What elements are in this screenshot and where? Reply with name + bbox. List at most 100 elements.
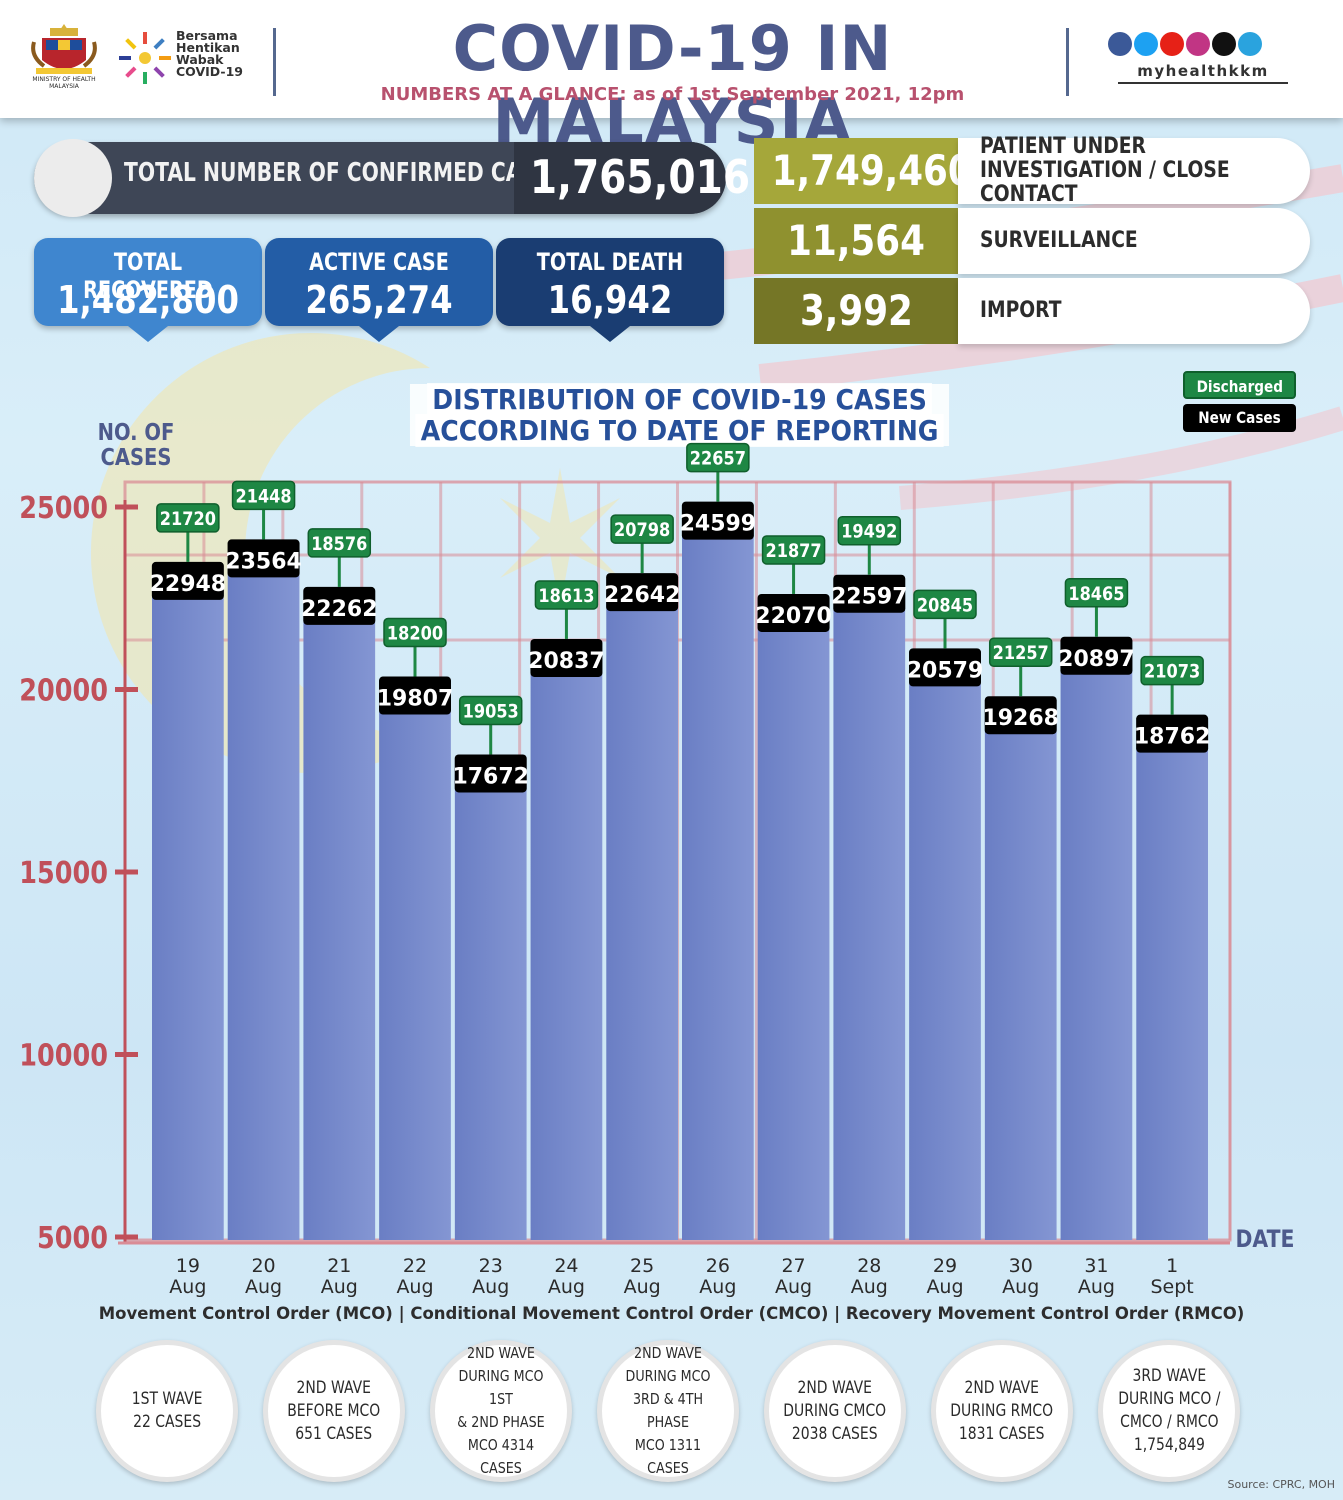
new-cases-label-bg xyxy=(530,638,603,677)
category-label: PATIENT UNDER INVESTIGATION / CLOSE CONT… xyxy=(980,134,1230,207)
bar-new-cases xyxy=(682,521,754,1240)
category-row-import: 3,992 IMPORT xyxy=(754,278,1310,344)
twitter-icon[interactable] xyxy=(1134,32,1158,56)
youtube-icon[interactable] xyxy=(1160,32,1184,56)
discharged-label-bg xyxy=(837,515,902,546)
chart-title: DISTRIBUTION OF COVID-19 CASES ACCORDING … xyxy=(340,383,1020,447)
discharged-label-bg xyxy=(534,580,599,610)
ministry-caption: MINISTRY OF HEALTH MALAYSIA xyxy=(32,76,96,90)
discharged-label: 21257 xyxy=(993,643,1049,665)
x-tick-label: Aug xyxy=(245,1276,282,1298)
discharged-label: 21448 xyxy=(235,486,291,508)
discharged-label-bg xyxy=(761,535,826,565)
new-cases-label: 19268 xyxy=(982,706,1059,731)
bar-new-cases xyxy=(1060,656,1133,1240)
header-divider-right xyxy=(1066,28,1069,96)
new-cases-label-bg xyxy=(379,676,451,715)
y-axis-label: NO. OF xyxy=(98,420,175,447)
category-value: 11,564 xyxy=(754,208,958,274)
y-tick-label: 25000 xyxy=(19,490,108,526)
bar-new-cases xyxy=(606,593,678,1240)
x-tick-label: 29 xyxy=(933,1255,957,1277)
new-cases-label-bg xyxy=(984,696,1057,735)
wave-circle: 2ND WAVE DURING MCO 1ST & 2ND PHASE MCO … xyxy=(430,1340,572,1482)
x-tick-label: 28 xyxy=(857,1255,881,1277)
x-tick-label: 23 xyxy=(479,1255,503,1277)
wave-text: 2ND WAVE BEFORE MCO 651 CASES xyxy=(287,1377,381,1444)
y-axis-label: CASES xyxy=(101,445,172,472)
recovered-pointer xyxy=(128,326,168,342)
x-tick-label: 1 xyxy=(1166,1255,1178,1277)
category-label-box: SURVEILLANCE xyxy=(958,208,1310,274)
new-cases-label: 24599 xyxy=(680,512,757,537)
x-tick-label: Aug xyxy=(321,1276,358,1298)
new-cases-label: 22948 xyxy=(150,572,227,597)
active-pointer xyxy=(359,326,399,342)
category-label-box: PATIENT UNDER INVESTIGATION / CLOSE CONT… xyxy=(958,134,1310,207)
x-tick-label: 31 xyxy=(1084,1255,1108,1277)
confirmed-cases-card: TOTAL NUMBER OF CONFIRMED CASES 1,765,01… xyxy=(34,139,750,217)
y-tick-label: 10000 xyxy=(19,1037,108,1073)
recovered-label: TOTAL RECOVERED xyxy=(83,248,213,304)
bar-new-cases xyxy=(833,594,906,1240)
new-cases-label-bg xyxy=(833,574,906,613)
discharged-label-bg xyxy=(686,442,750,473)
bar-new-cases xyxy=(303,606,376,1240)
discharged-label-bg xyxy=(1140,655,1204,686)
bar-new-cases xyxy=(152,581,224,1240)
x-tick-label: 24 xyxy=(554,1255,578,1277)
x-tick-label: 26 xyxy=(706,1255,730,1277)
active-label: ACTIVE CASE xyxy=(309,248,449,276)
telegram-icon[interactable] xyxy=(1238,32,1262,56)
tiktok-icon[interactable] xyxy=(1212,32,1236,56)
facebook-icon[interactable] xyxy=(1108,32,1132,56)
x-tick-label: 30 xyxy=(1009,1255,1033,1277)
confirmed-circle xyxy=(34,139,112,217)
x-tick-label: 20 xyxy=(251,1255,275,1277)
bar-new-cases xyxy=(757,613,830,1240)
social-handle[interactable]: myhealthkkm xyxy=(1118,62,1288,84)
death-pointer xyxy=(590,326,630,342)
source-note: Source: CPRC, MOH xyxy=(1227,1478,1336,1491)
social-icons xyxy=(1108,32,1298,58)
discharged-label-bg xyxy=(1064,578,1129,608)
y-tick-label: 5000 xyxy=(37,1220,108,1256)
ministry-of-health-logo xyxy=(31,24,97,74)
x-tick-label: Aug xyxy=(548,1276,585,1298)
x-tick-label: Aug xyxy=(169,1276,206,1298)
new-cases-label: 22262 xyxy=(301,597,378,622)
new-cases-label-bg xyxy=(1060,636,1133,675)
discharged-label: 21877 xyxy=(765,541,821,563)
bar-new-cases xyxy=(530,658,603,1240)
bar-new-cases xyxy=(1136,734,1208,1240)
x-tick-label: 19 xyxy=(176,1255,200,1277)
category-label: SURVEILLANCE xyxy=(980,228,1138,253)
wave-circle: 2ND WAVE BEFORE MCO 651 CASES xyxy=(263,1340,405,1482)
instagram-icon[interactable] xyxy=(1186,32,1210,56)
death-value: 16,942 xyxy=(547,278,673,322)
campaign-text: Bersama Hentikan Wabak COVID-19 xyxy=(176,28,243,79)
confirmed-label: TOTAL NUMBER OF CONFIRMED CASES xyxy=(124,158,565,188)
discharged-label: 18200 xyxy=(387,623,443,645)
x-tick-label: Aug xyxy=(851,1276,888,1298)
new-cases-label: 20837 xyxy=(528,649,605,674)
wave-circle: 2ND WAVE DURING CMCO 2038 CASES xyxy=(764,1340,906,1482)
discharged-label: 18613 xyxy=(538,586,594,608)
discharged-label: 19492 xyxy=(841,522,897,544)
discharged-label: 19053 xyxy=(463,701,519,723)
bar-new-cases xyxy=(227,559,300,1240)
new-cases-label: 22642 xyxy=(604,583,681,608)
wave-text: 2ND WAVE DURING MCO 3RD & 4TH PHASE MCO … xyxy=(625,1344,711,1477)
x-tick-label: Aug xyxy=(396,1276,433,1298)
x-tick-label: Aug xyxy=(775,1276,812,1298)
x-tick-label: Aug xyxy=(624,1276,661,1298)
x-tick-label: Sept xyxy=(1151,1276,1194,1298)
discharged-label: 21720 xyxy=(160,509,216,531)
new-cases-label-bg xyxy=(909,648,981,687)
y-tick-label: 15000 xyxy=(19,855,108,891)
legend-new-cases: New Cases xyxy=(1183,404,1296,432)
x-tick-label: 27 xyxy=(781,1255,805,1277)
confirmed-value-box: 1,765,016 xyxy=(514,142,750,214)
bar-new-cases xyxy=(379,696,451,1240)
